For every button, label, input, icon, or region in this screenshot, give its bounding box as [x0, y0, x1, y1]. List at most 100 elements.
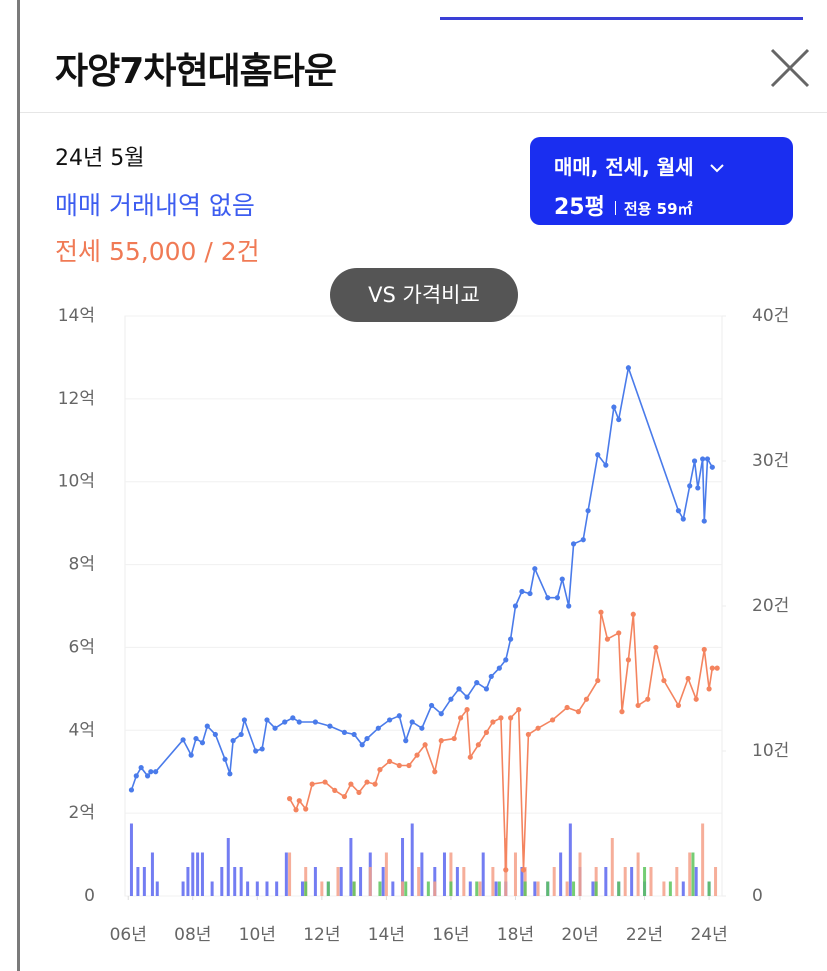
volume-bar: [707, 881, 711, 896]
volume-bar: [384, 852, 388, 896]
price-point: [675, 508, 682, 514]
volume-bar: [604, 867, 608, 896]
volume-bar: [546, 881, 550, 896]
volume-bar: [304, 881, 308, 896]
price-point: [464, 694, 470, 700]
volume-bar: [594, 881, 598, 896]
price-point: [227, 771, 233, 777]
price-point: [498, 715, 504, 721]
volume-bar: [714, 867, 718, 896]
date-label: 24년 5월: [55, 146, 145, 171]
price-line: [288, 612, 718, 870]
price-point: [483, 686, 490, 692]
x-tick-label: 08년: [174, 925, 211, 945]
volume-bar: [352, 881, 356, 896]
close-button[interactable]: [768, 46, 812, 90]
price-point: [458, 715, 464, 721]
left-rule: [17, 0, 20, 971]
price-point: [406, 762, 412, 769]
volume-bar: [675, 867, 679, 896]
price-point: [180, 737, 186, 743]
price-point: [595, 452, 601, 458]
volume-bar: [572, 881, 576, 896]
volume-bar: [275, 881, 279, 896]
plot-frame: [124, 315, 723, 897]
volume-bar: [186, 867, 190, 896]
price-point: [701, 518, 707, 524]
volume-bar: [481, 852, 485, 896]
volume-bar: [513, 852, 517, 896]
price-point: [364, 779, 370, 785]
filter-button[interactable]: 매매, 전세, 월세 25평 전용 59㎡: [530, 137, 793, 225]
volume-bar: [494, 881, 498, 896]
volume-bar: [339, 867, 343, 896]
price-point: [153, 769, 159, 775]
volume-bar: [478, 881, 482, 896]
price-point: [564, 704, 570, 711]
x-tick-label: 24년: [690, 925, 727, 945]
price-point: [396, 713, 402, 719]
price-point: [327, 723, 333, 729]
price-point: [238, 731, 244, 738]
price-point: [700, 456, 706, 462]
price-point: [188, 752, 194, 758]
volume-bar: [442, 852, 446, 896]
price-point: [516, 706, 522, 713]
price-point: [549, 717, 556, 723]
price-point: [387, 717, 393, 723]
price-point: [133, 773, 139, 779]
price-point: [422, 742, 428, 748]
volume-bar: [491, 867, 495, 896]
area: 전용 59㎡: [623, 200, 693, 218]
price-point: [332, 787, 338, 793]
y2-tick-label: 40건: [752, 306, 789, 326]
price-point: [396, 762, 402, 769]
price-point: [559, 576, 565, 582]
y-tick-label: 10억: [58, 472, 95, 492]
volume-bar: [401, 838, 405, 896]
volume-bar: [701, 823, 705, 896]
price-point: [272, 725, 278, 731]
price-point: [348, 781, 354, 787]
volume-bar: [136, 867, 140, 896]
price-point: [204, 723, 210, 729]
volume-bar: [565, 881, 569, 896]
price-point: [645, 696, 651, 702]
price-point: [575, 709, 581, 715]
price-point: [566, 603, 572, 609]
volume-bar: [559, 852, 563, 896]
price-point: [259, 746, 265, 752]
x-tick-label: 10년: [239, 925, 276, 945]
price-point: [611, 404, 617, 410]
y-tick-label: 8억: [69, 555, 95, 575]
price-point: [403, 738, 409, 744]
price-point: [387, 758, 393, 764]
volume-bar: [378, 881, 382, 896]
price-point: [616, 630, 622, 636]
y-tick-label: 0: [84, 886, 95, 906]
volume-bar: [150, 852, 154, 896]
price-point: [519, 588, 525, 595]
price-point: [264, 717, 270, 723]
volume-bar: [265, 881, 269, 896]
price-point: [456, 686, 462, 692]
price-point: [488, 673, 494, 680]
y-tick-label: 4억: [69, 720, 95, 740]
x-tick-label: 16년: [432, 925, 469, 945]
volume-bar: [694, 867, 698, 896]
volume-bar: [300, 881, 304, 896]
volume-bar: [662, 881, 666, 896]
price-point: [193, 735, 199, 742]
volume-bar: [591, 881, 595, 896]
volume-bar: [643, 867, 647, 896]
price-point: [532, 566, 538, 572]
price-point: [475, 742, 481, 748]
price-point: [619, 709, 625, 715]
compare-button[interactable]: VS 가격비교: [330, 268, 518, 322]
volume-bar: [417, 867, 421, 896]
price-point: [290, 715, 296, 721]
price-point: [583, 696, 590, 702]
price-point: [604, 636, 611, 642]
